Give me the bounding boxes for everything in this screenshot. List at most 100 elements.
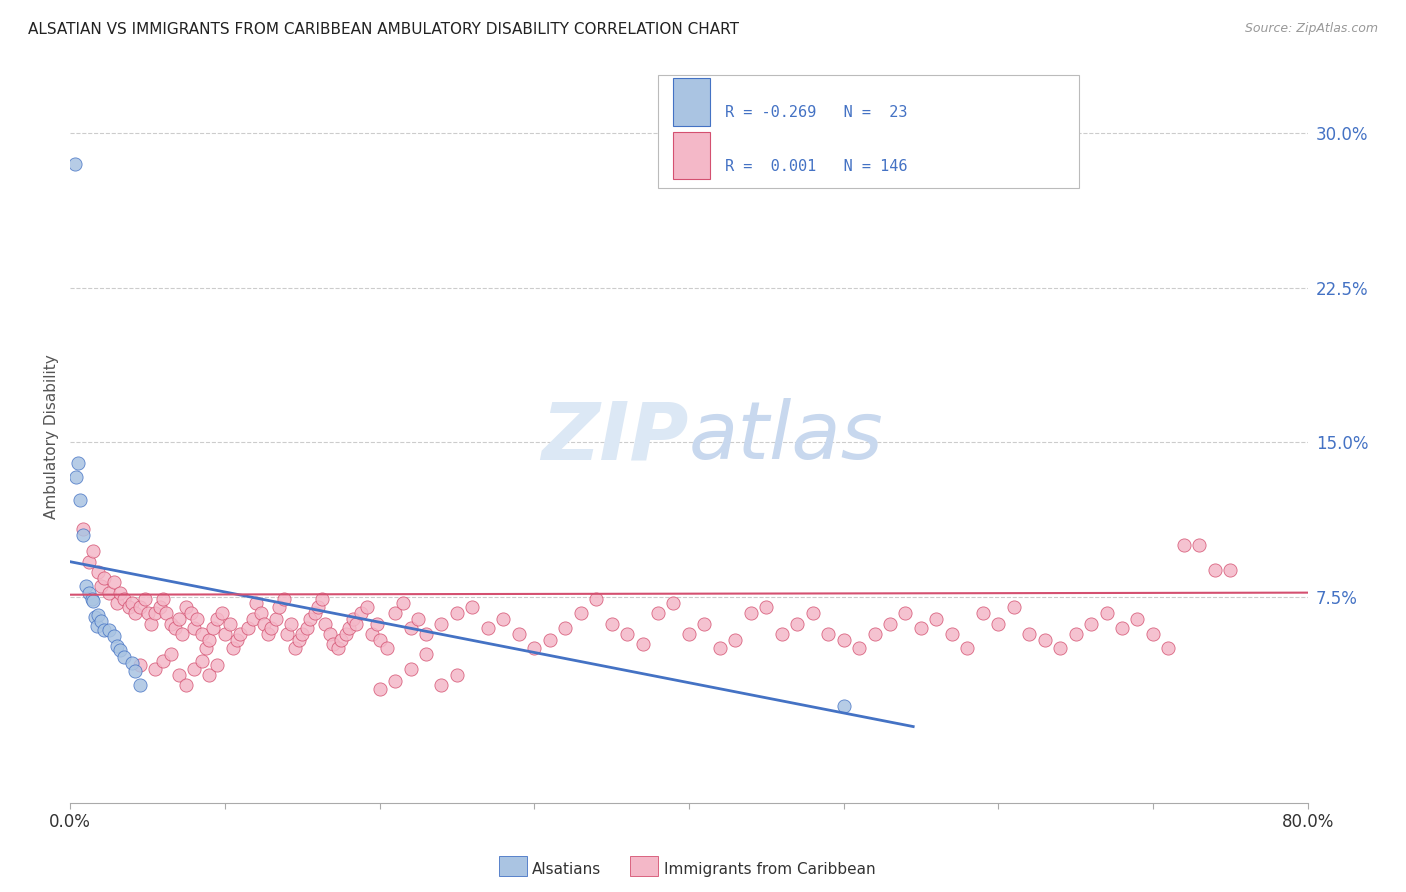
Point — [118, 600, 141, 615]
Point — [93, 623, 115, 637]
Point — [191, 654, 214, 668]
Point — [342, 612, 364, 626]
Point — [1002, 600, 1025, 615]
Point — [392, 596, 415, 610]
Point — [569, 606, 592, 620]
Point — [167, 612, 190, 626]
Point — [724, 633, 747, 648]
FancyBboxPatch shape — [658, 75, 1078, 188]
Text: atlas: atlas — [689, 398, 884, 476]
Point — [145, 606, 167, 620]
Point — [260, 621, 283, 635]
FancyBboxPatch shape — [673, 78, 710, 126]
Point — [600, 616, 623, 631]
Point — [72, 522, 94, 536]
Point — [136, 606, 159, 620]
Point — [139, 616, 162, 631]
Point — [1095, 606, 1118, 620]
Point — [477, 621, 499, 635]
Point — [145, 662, 167, 676]
Point — [631, 637, 654, 651]
Point — [415, 648, 437, 662]
Point — [90, 579, 112, 593]
Point — [693, 616, 716, 631]
Point — [399, 662, 422, 676]
Point — [170, 627, 193, 641]
Point — [167, 668, 190, 682]
Point — [84, 610, 107, 624]
Point — [662, 596, 685, 610]
Point — [384, 606, 406, 620]
Point — [408, 612, 430, 626]
Point — [174, 600, 197, 615]
Point — [987, 616, 1010, 631]
Point — [134, 591, 156, 606]
Point — [183, 621, 205, 635]
Point — [315, 616, 337, 631]
Point — [82, 594, 105, 608]
Point — [105, 639, 128, 653]
Point — [87, 565, 110, 579]
Point — [201, 621, 224, 635]
Point — [105, 596, 128, 610]
Point — [67, 456, 90, 470]
Point — [242, 612, 264, 626]
Point — [82, 544, 105, 558]
FancyBboxPatch shape — [673, 132, 710, 179]
Point — [299, 612, 322, 626]
Point — [616, 627, 638, 641]
Point — [1126, 612, 1149, 626]
Point — [384, 674, 406, 689]
Point — [198, 668, 221, 682]
Point — [65, 470, 87, 484]
Point — [1080, 616, 1102, 631]
Point — [523, 641, 546, 656]
Point — [63, 157, 86, 171]
Point — [75, 579, 97, 593]
Point — [554, 621, 576, 635]
Point — [291, 627, 314, 641]
Point — [90, 615, 112, 629]
Point — [121, 596, 143, 610]
Point — [350, 606, 373, 620]
Point — [284, 641, 307, 656]
Point — [307, 600, 329, 615]
Point — [894, 606, 917, 620]
Point — [335, 627, 357, 641]
Text: ZIP: ZIP — [541, 398, 689, 476]
Point — [879, 616, 901, 631]
Point — [368, 682, 391, 697]
Point — [508, 627, 530, 641]
Point — [377, 641, 399, 656]
Point — [103, 629, 125, 643]
Point — [214, 627, 236, 641]
Point — [770, 627, 793, 641]
Point — [198, 633, 221, 648]
Point — [280, 616, 302, 631]
Point — [956, 641, 979, 656]
Point — [678, 627, 700, 641]
Point — [114, 649, 136, 664]
Point — [361, 627, 384, 641]
Point — [430, 678, 453, 692]
Point — [180, 606, 202, 620]
Point — [863, 627, 886, 641]
Point — [149, 600, 172, 615]
Point — [195, 641, 218, 656]
Point — [211, 606, 233, 620]
Point — [245, 596, 267, 610]
Point — [249, 606, 271, 620]
Point — [786, 616, 808, 631]
Point — [80, 591, 103, 606]
Y-axis label: Ambulatory Disability: Ambulatory Disability — [44, 355, 59, 519]
Point — [337, 621, 360, 635]
Point — [87, 608, 110, 623]
Point — [69, 492, 91, 507]
Point — [941, 627, 963, 641]
Point — [972, 606, 994, 620]
Point — [124, 606, 146, 620]
Point — [103, 575, 125, 590]
Point — [229, 627, 252, 641]
Point — [311, 591, 333, 606]
Text: Source: ZipAtlas.com: Source: ZipAtlas.com — [1244, 22, 1378, 36]
